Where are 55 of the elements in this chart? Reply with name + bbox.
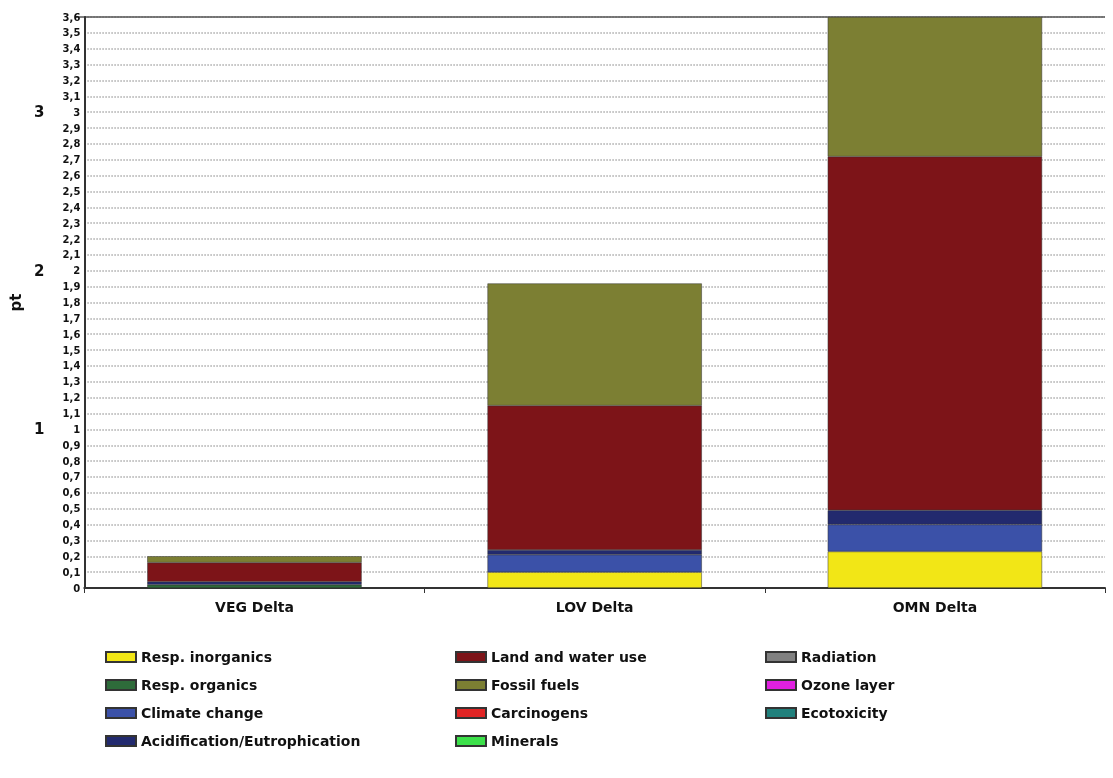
- y2-tick-label: 1: [33, 420, 45, 439]
- y-tick-label: 2,9: [62, 122, 81, 134]
- y-tick-label: 3,4: [62, 43, 81, 55]
- y-tick-label: 2,3: [62, 217, 81, 229]
- y-tick-label: 2,4: [62, 201, 81, 213]
- y-tick-label: 0: [73, 582, 81, 594]
- y2-tick-label: 3: [33, 103, 45, 122]
- y-tick-label: 0,9: [62, 439, 81, 451]
- y-tick-label: 2,1: [62, 249, 81, 261]
- y-tick-label: 0,5: [62, 503, 81, 515]
- y-tick-label: 1,5: [62, 344, 81, 356]
- y2-tick-label: 2: [33, 261, 45, 280]
- y-tick-label: 1,1: [62, 408, 81, 420]
- y-tick-label: 2,7: [62, 154, 81, 166]
- y-tick-label: 1,2: [62, 392, 81, 404]
- y-tick-label: 3,5: [62, 27, 81, 39]
- y-tick-label: 1,4: [62, 360, 81, 372]
- legend-label: Acidification/Eutrophication: [141, 733, 361, 749]
- y2-axis-title: pt: [6, 293, 25, 312]
- y-tick-label: 3,2: [62, 74, 81, 86]
- legend-label: Ecotoxicity: [801, 705, 888, 721]
- y-tick-label: 2,8: [62, 138, 81, 150]
- legend-label: Land and water use: [491, 649, 647, 665]
- y-tick-label: 0,7: [62, 471, 81, 483]
- y-tick-label: 2: [73, 265, 81, 277]
- legend-label: Minerals: [491, 733, 559, 749]
- y-tick-label: 0,8: [62, 455, 81, 467]
- y-tick-label: 3: [73, 106, 81, 118]
- y-tick-label: 1,6: [62, 328, 81, 340]
- y-tick-label: 1,7: [62, 312, 81, 324]
- y-tick-label: 2,2: [62, 233, 81, 245]
- y-tick-label: 0,1: [62, 566, 81, 578]
- legend-label: Ozone layer: [801, 677, 895, 693]
- legend-label: Climate change: [141, 705, 264, 721]
- y-tick-label: 0,2: [62, 550, 81, 562]
- y-tick-label: 1,3: [62, 376, 81, 388]
- y-tick-label: 1,8: [62, 297, 81, 308]
- x-tick-label: OMN Delta: [892, 599, 978, 615]
- legend-label: Resp. inorganics: [141, 649, 272, 665]
- x-tick-label: VEG Delta: [215, 599, 294, 615]
- y-tick-label: 3,6: [62, 11, 81, 23]
- y-tick-label: 2,5: [62, 185, 81, 197]
- y-tick-label: 3,3: [62, 59, 81, 71]
- y-tick-label: 0,4: [62, 519, 81, 531]
- y-tick-label: 0,3: [62, 534, 81, 546]
- y-tick-label: 1: [73, 423, 81, 435]
- x-tick-label: LOV Delta: [555, 599, 634, 615]
- legend-label: Radiation: [801, 649, 877, 665]
- legend-label: Carcinogens: [491, 705, 589, 721]
- y-tick-label: 3,1: [62, 90, 81, 102]
- legend-label: Resp. organics: [141, 677, 258, 693]
- y-tick-label: 0,6: [62, 487, 81, 499]
- y-tick-label: 2,6: [62, 170, 81, 182]
- legend-label: Fossil fuels: [491, 677, 580, 693]
- y-tick-label: 1,9: [62, 281, 81, 293]
